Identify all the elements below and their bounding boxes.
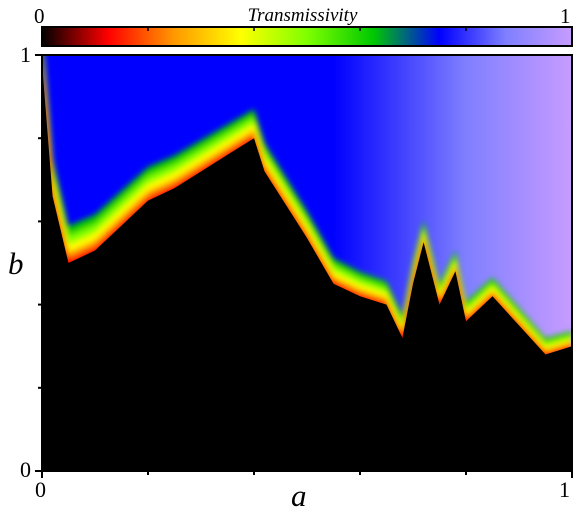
- x-tick-label-1: 1: [559, 477, 570, 502]
- x-tick-label-0: 0: [35, 477, 46, 502]
- x-axis-label: a: [291, 478, 307, 513]
- colorbar-label: Transmissivity: [247, 5, 358, 26]
- y-tick-label-0: 0: [20, 457, 31, 482]
- colorbar-ticks: [147, 27, 467, 31]
- colorbar-min-label: 0: [34, 4, 45, 28]
- y-axis-label: b: [8, 246, 24, 281]
- plot-frame: [41, 54, 573, 472]
- zero-transmission-region: [42, 63, 572, 471]
- axis-ticks: [35, 54, 573, 478]
- heatmap: [42, 55, 572, 471]
- colorbar-max-label: 1: [560, 4, 571, 28]
- y-tick-label-1: 1: [20, 42, 31, 67]
- colorbar: [41, 26, 573, 47]
